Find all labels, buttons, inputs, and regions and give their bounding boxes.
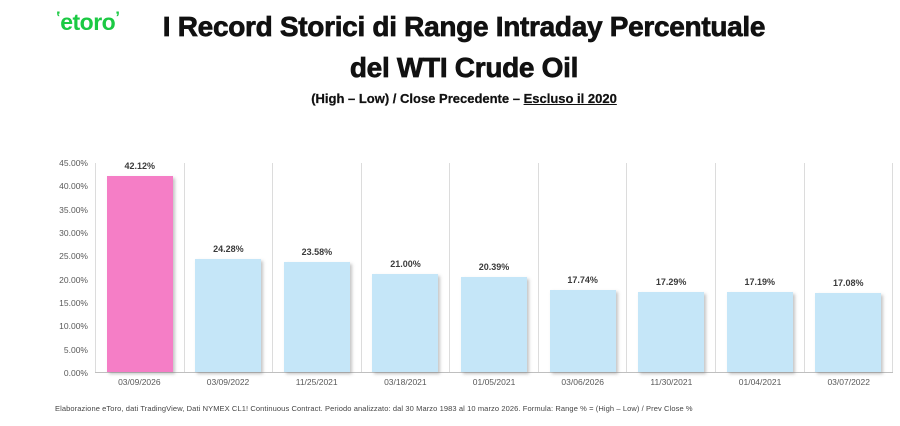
- bar: [372, 274, 439, 372]
- bar-value-label: 20.39%: [478, 262, 510, 273]
- bar-value-label: 24.28%: [213, 244, 244, 255]
- x-tick-label: 11/25/2021: [295, 377, 338, 387]
- category-slot: 17.29%: [626, 163, 715, 372]
- y-tick-label: 40.00%: [59, 181, 88, 192]
- y-tick-label: 25.00%: [59, 251, 88, 262]
- category-slot: 20.39%: [449, 163, 538, 372]
- category-slot: 23.58%: [272, 163, 361, 372]
- bar-value-label: 23.58%: [301, 247, 333, 258]
- category-slot: 17.08%: [803, 163, 894, 372]
- bar: [726, 292, 793, 372]
- etoro-logo: ‛etoro’: [56, 8, 120, 37]
- x-tick-label: 03/09/2026: [118, 377, 161, 387]
- category-slot: 17.74%: [537, 163, 627, 372]
- plot-area: 42.12% 24.28% 23.58% 21.00% 20.39% 17.74% 17.2…: [95, 161, 894, 373]
- bar-value-label: 17.29%: [655, 276, 687, 287]
- x-tick-label: 03/09/2022: [206, 377, 250, 387]
- bar: [815, 292, 882, 372]
- x-tick-label: 03/18/2021: [384, 377, 427, 387]
- category-slot: 24.28%: [183, 163, 273, 372]
- x-tick-label: 03/07/2022: [827, 377, 870, 387]
- bar-value-label: 17.08%: [833, 277, 864, 288]
- y-tick-label: 45.00%: [59, 158, 88, 168]
- y-tick-label: 35.00%: [59, 204, 88, 215]
- x-tick-label: 01/05/2021: [472, 377, 516, 387]
- category-slot: 42.12%: [95, 161, 184, 372]
- bar-highlighted: [106, 176, 173, 372]
- bar-value-label: 42.12%: [124, 161, 156, 172]
- bar-value-label: 17.74%: [567, 274, 598, 285]
- y-tick-label: 5.00%: [63, 344, 88, 355]
- y-tick-label: 15.00%: [59, 298, 88, 308]
- x-axis: 03/09/2026 03/09/2022 11/25/2021 03/18/2021…: [95, 377, 893, 387]
- bar: [549, 289, 616, 372]
- bar-value-label: 21.00%: [390, 259, 421, 270]
- bar: [638, 291, 705, 372]
- x-tick-label: 11/30/2021: [650, 377, 693, 387]
- category-slot: 21.00%: [360, 163, 450, 372]
- logo-text: etoro: [60, 9, 116, 35]
- page-title-line1: I Record Storici di Range Intraday Perce…: [162, 11, 766, 43]
- bar: [283, 262, 350, 372]
- x-tick-label: 03/06/2026: [561, 377, 604, 387]
- y-tick-label: 30.00%: [59, 228, 88, 238]
- logo-left-horn-icon: ‛: [56, 8, 61, 27]
- bar-value-label: 17.19%: [744, 277, 775, 288]
- bar: [461, 277, 528, 372]
- subtitle: (High – Low) / Close Precedente – Esclus…: [0, 91, 900, 106]
- y-axis: 45.00% 40.00% 35.00% 30.00% 25.00% 20.00% 15.0…: [0, 158, 88, 378]
- subtitle-underlined-text: Escluso il 2020: [523, 91, 617, 106]
- x-tick-label: 01/04/2021: [738, 377, 782, 387]
- subtitle-text: (High – Low) / Close Precedente –: [311, 91, 524, 106]
- y-tick-label: 0.00%: [63, 368, 88, 378]
- source-note: Elaborazione eToro, dati TradingView, Da…: [55, 404, 693, 413]
- logo-right-horn-icon: ’: [115, 8, 120, 27]
- y-tick-label: 20.00%: [59, 274, 88, 285]
- y-tick-label: 10.00%: [59, 321, 88, 332]
- page-title-line2: del WTI Crude Oil: [349, 52, 579, 84]
- category-slot: 17.19%: [714, 163, 804, 372]
- bar: [195, 259, 262, 372]
